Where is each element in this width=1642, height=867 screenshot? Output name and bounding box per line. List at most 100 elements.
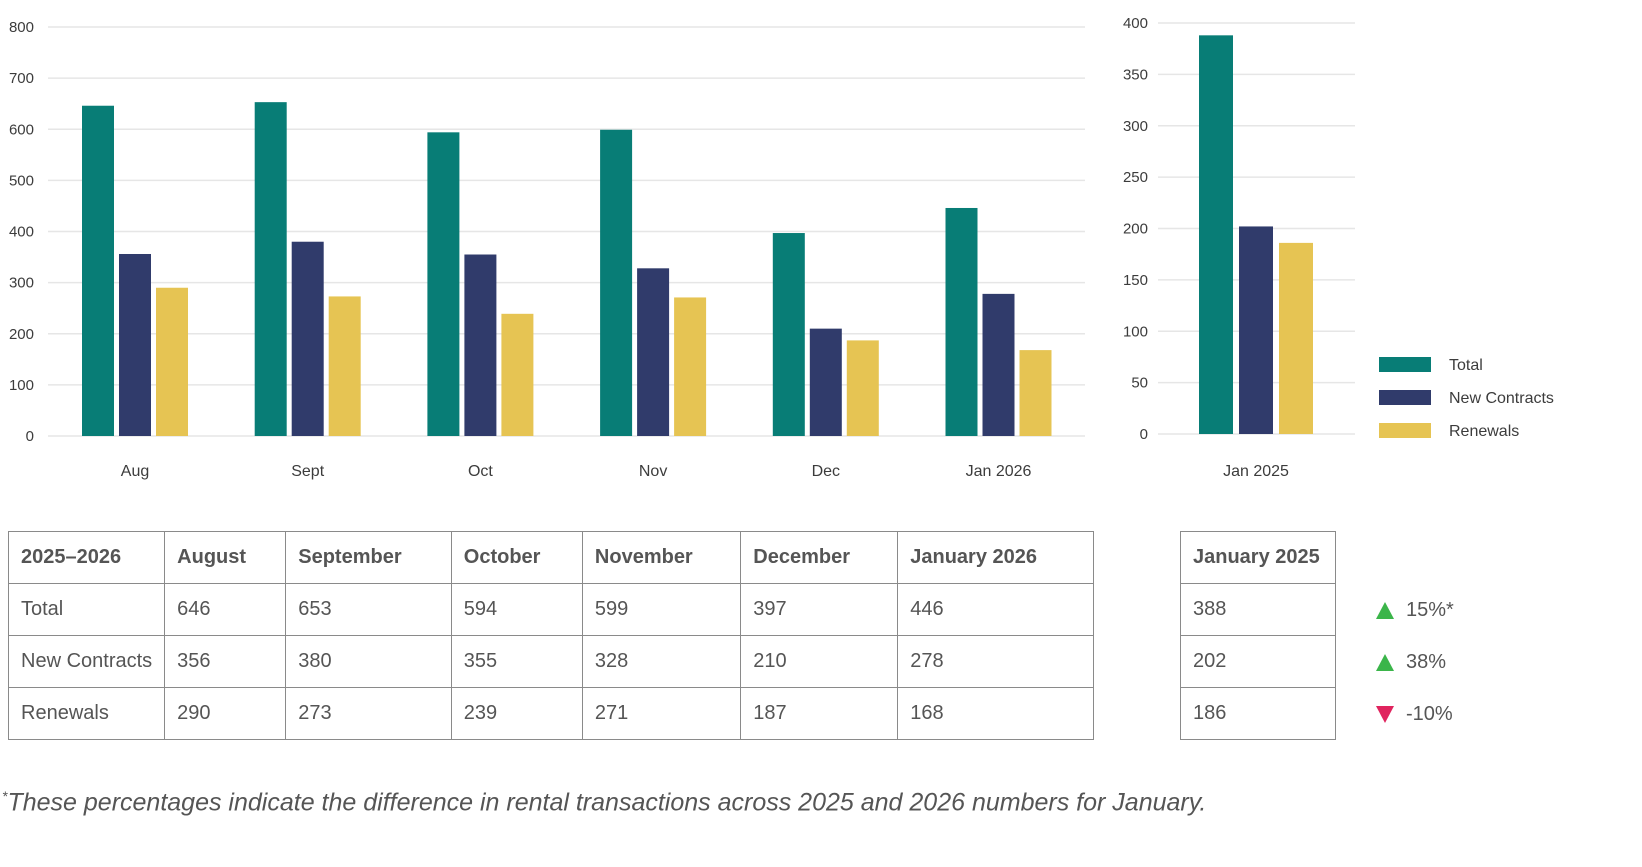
y-tick-label: 50 [1131,375,1148,392]
table-cell: 599 [581,583,742,636]
bar-new-contracts [464,254,497,436]
table-cell: 594 [450,583,583,636]
table-header-row: January 2025 [1180,531,1336,584]
y-tick-label: 400 [1123,15,1148,32]
table-cell: 202 [1180,635,1336,688]
table-header-row: 2025–2026 August September October Novem… [7,531,1094,584]
y-tick-label: 600 [9,121,34,138]
y-tick-label: 150 [1123,272,1148,289]
bar-renewals [1019,350,1052,436]
bar-new-contracts [637,268,670,436]
triangle-up-icon [1376,653,1394,671]
table-cell: 278 [897,635,1094,688]
table-header-cell: September [285,531,452,584]
bar-total [254,102,287,436]
table-cell: Renewals [7,687,166,740]
table-row: Renewals 290 273 239 271 187 168 [7,687,1094,740]
january-2025-table: January 2025 388 202 186 [1180,531,1336,740]
y-tick-label: 0 [1140,426,1148,443]
change-item: 15%* [1376,584,1454,636]
table-header-cell: August [164,531,287,584]
y-tick-label: 200 [9,326,34,343]
table-cell: 239 [450,687,583,740]
footnote-marker: * [2,788,8,804]
y-tick-label: 400 [9,224,34,241]
table-row: 186 [1180,687,1336,740]
bar-renewals [156,287,188,436]
y-tick-label: 800 [9,19,34,36]
x-tick-label: Oct [468,463,493,480]
y-tick-label: 350 [1123,66,1148,83]
bar-new-contracts [119,253,151,436]
table-header-cell: December [740,531,899,584]
x-tick-label: Sept [291,463,324,480]
bar-new-contracts [982,293,1015,436]
x-tick-label: Jan 2026 [966,463,1032,480]
table-cell: 397 [740,583,899,636]
legend-label: Renewals [1449,423,1519,440]
x-tick-label: Dec [812,463,840,480]
bar-renewals [674,297,707,436]
change-indicators: 15%* 38% -10% [1376,584,1454,740]
triangle-down-icon [1376,705,1394,723]
bar-renewals [1279,242,1313,434]
table-cell: 653 [285,583,452,636]
bar-total [427,132,460,436]
y-tick-label: 250 [1123,169,1148,186]
bar-total [772,233,805,436]
bar-renewals [846,340,879,436]
table-row: Total 646 653 594 599 397 446 [7,583,1094,636]
bar-renewals [501,313,534,436]
table-row: 388 [1180,583,1336,636]
y-tick-label: 700 [9,70,34,87]
y-tick-label: 300 [1123,118,1148,135]
y-tick-label: 300 [9,275,34,292]
legend-swatch [1379,423,1431,438]
legend-label: New Contracts [1449,390,1554,407]
table-row: New Contracts 356 380 355 328 210 278 [7,635,1094,688]
table-cell: 388 [1180,583,1336,636]
legend-swatch [1379,390,1431,405]
legend-label: Total [1449,357,1483,374]
table-cell: 646 [164,583,287,636]
table-cell: New Contracts [7,635,166,688]
y-tick-label: 200 [1123,221,1148,238]
table-cell: 168 [897,687,1094,740]
change-value: 38% [1406,650,1447,673]
change-item: -10% [1376,688,1454,740]
table-cell: 356 [164,635,287,688]
x-tick-label: Nov [639,463,667,480]
table-header-cell: November [581,531,742,584]
change-value: -10% [1406,702,1453,725]
bar-total [1199,35,1233,435]
y-tick-label: 100 [9,377,34,394]
table-header-cell: January 2026 [897,531,1094,584]
monthly-chart: 0 100 200 300 400 500 600 700 800 Aug Sept Oct Nov De… [9,19,1085,480]
table-cell: 290 [164,687,287,740]
table-cell: 380 [285,635,452,688]
chart-legend: Total New Contracts Renewals [1379,357,1554,440]
footnote-text: These percentages indicate the differenc… [7,788,1207,817]
table-cell: 187 [740,687,899,740]
bar-new-contracts [809,328,842,436]
triangle-up-icon [1376,601,1394,619]
monthly-data-table: 2025–2026 August September October Novem… [7,531,1094,740]
table-cell: 271 [581,687,742,740]
bar-total [945,207,978,436]
table-header-cell: October [450,531,583,584]
table-cell: 446 [897,583,1094,636]
footnote: *These percentages indicate the differen… [2,788,1206,817]
change-value: 15%* [1406,598,1454,621]
bar-new-contracts [1239,226,1273,434]
table-cell: 186 [1180,687,1336,740]
change-item: 38% [1376,636,1454,688]
legend-swatch [1379,357,1431,372]
y-tick-label: 500 [9,172,34,189]
bar-renewals [328,296,361,436]
bar-total [82,105,114,437]
january-2025-chart: 0 50 100 150 200 250 300 350 400 Jan 2025 [1123,15,1355,480]
y-tick-label: 0 [26,428,34,445]
table-header-cell: January 2025 [1180,531,1336,584]
table-row: 202 [1180,635,1336,688]
